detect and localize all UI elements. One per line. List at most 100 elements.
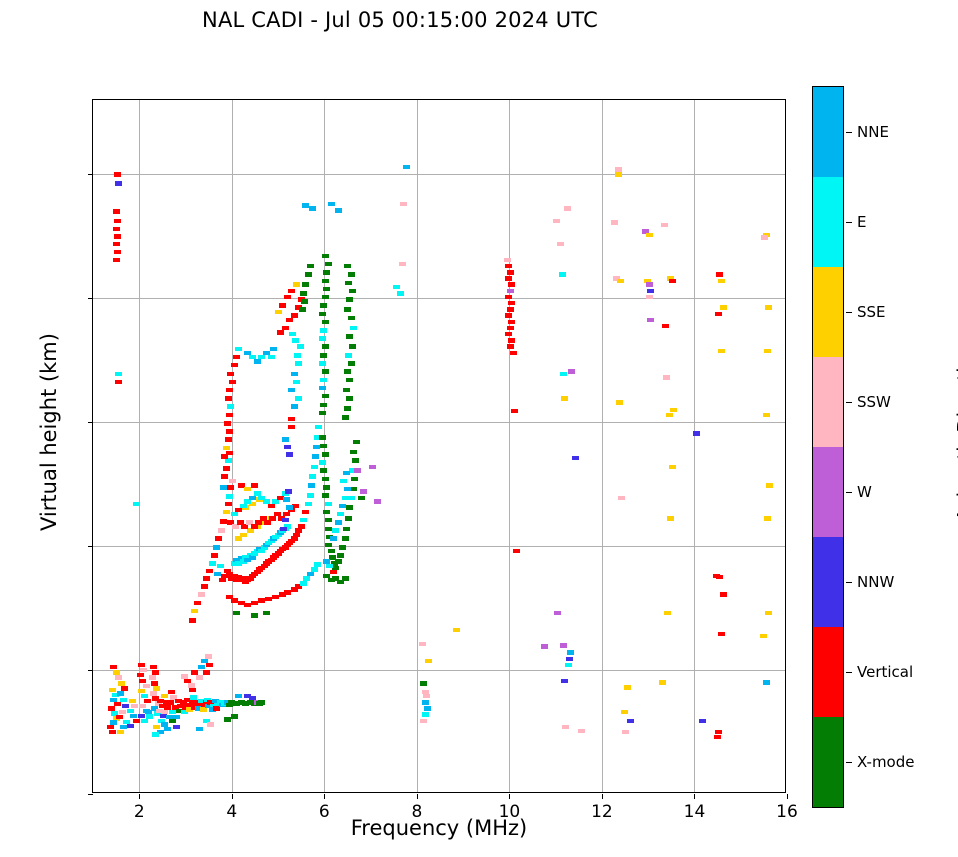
colorbar-segment-w[interactable] (813, 447, 843, 537)
data-point (627, 718, 635, 724)
data-point (214, 702, 222, 708)
data-point (225, 702, 233, 708)
data-point (399, 261, 407, 267)
data-point (126, 723, 134, 729)
data-point (127, 708, 135, 714)
data-point (229, 478, 237, 484)
data-point (235, 507, 243, 513)
colorbar[interactable]: NNE E SSE SSW W NNW Vertical X-mode (812, 86, 914, 808)
data-point (280, 526, 288, 532)
data-point (191, 705, 199, 710)
data-point (119, 709, 127, 715)
data-point (666, 516, 674, 521)
data-point (321, 452, 329, 457)
data-point (236, 520, 244, 525)
data-point (205, 654, 213, 659)
colorbar-segment-vertical[interactable] (813, 627, 843, 717)
data-point (284, 489, 292, 494)
data-point (157, 718, 165, 724)
data-point (235, 693, 243, 699)
data-point (109, 720, 117, 725)
data-point (199, 707, 207, 712)
colorbar-tick (846, 222, 852, 224)
data-point (323, 559, 331, 564)
data-point (321, 344, 329, 349)
data-point (295, 361, 303, 366)
data-point (420, 718, 428, 724)
data-point (347, 315, 355, 321)
data-point (225, 594, 233, 600)
data-point (161, 722, 169, 727)
colorbar-segment-nnw[interactable] (813, 537, 843, 627)
data-point (244, 499, 252, 504)
colorbar-segment-x-mode[interactable] (813, 717, 843, 807)
data-point (242, 555, 250, 560)
data-point (114, 675, 122, 680)
data-point (300, 517, 307, 523)
x-tick-label: 2 (133, 802, 145, 822)
data-point (190, 695, 198, 700)
data-point (232, 354, 240, 360)
colorbar-title: Azimuth Direction (953, 342, 958, 522)
data-point (229, 379, 237, 385)
gridline-horizontal (93, 546, 785, 548)
data-point (346, 334, 354, 339)
data-point (239, 503, 247, 509)
data-point (327, 548, 335, 554)
data-point (349, 486, 357, 492)
data-point (170, 695, 178, 700)
data-point (323, 573, 331, 579)
data-point (511, 408, 519, 414)
data-point (202, 670, 210, 675)
data-point (611, 220, 619, 225)
data-point (332, 576, 340, 581)
data-point (613, 276, 621, 281)
colorbar-segment-e[interactable] (813, 177, 843, 267)
data-point (324, 542, 332, 548)
data-point (225, 412, 233, 418)
data-point (295, 396, 303, 401)
data-point (139, 678, 147, 684)
data-point (392, 284, 400, 290)
data-point (553, 218, 561, 224)
data-point (227, 371, 235, 377)
data-point (290, 313, 298, 318)
data-point (616, 400, 623, 405)
data-point (293, 532, 301, 538)
data-point (647, 317, 654, 323)
data-point (347, 495, 355, 501)
data-point (302, 509, 310, 515)
colorbar-segment-sse[interactable] (813, 267, 843, 357)
data-point (504, 294, 512, 300)
data-point (141, 693, 149, 699)
data-point (232, 577, 240, 583)
data-point (337, 579, 345, 585)
data-point (276, 330, 284, 335)
data-point (348, 288, 356, 294)
data-point (237, 700, 245, 705)
data-point (319, 402, 327, 408)
data-point (113, 701, 121, 707)
data-point (112, 226, 120, 232)
data-point (282, 511, 290, 517)
data-point (418, 641, 426, 647)
data-point (239, 576, 247, 581)
data-point (360, 489, 368, 494)
colorbar-segment-ssw[interactable] (813, 357, 843, 447)
data-point (113, 218, 121, 224)
data-point (128, 698, 136, 704)
data-point (315, 424, 323, 430)
data-point (239, 532, 247, 538)
data-point (250, 524, 258, 529)
data-point (424, 658, 432, 664)
data-point (244, 693, 252, 699)
data-point (303, 576, 311, 581)
data-point (283, 524, 291, 529)
colorbar-segment-nne[interactable] (813, 87, 843, 177)
gridline-vertical (509, 100, 511, 792)
data-point (663, 375, 671, 380)
data-point (420, 681, 428, 686)
data-point (343, 263, 351, 269)
data-point (263, 610, 270, 616)
data-point (272, 499, 280, 504)
